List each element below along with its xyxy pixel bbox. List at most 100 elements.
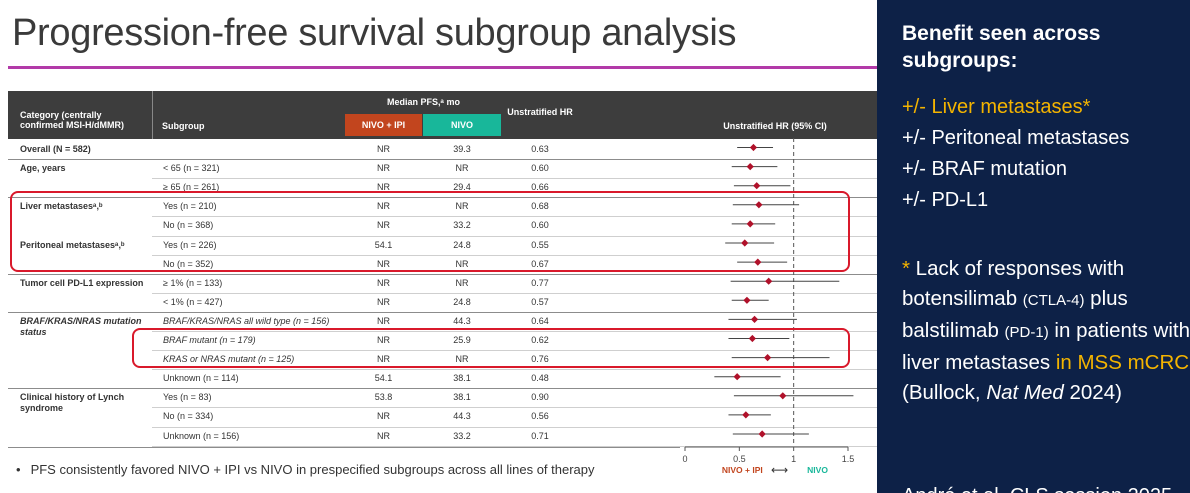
- row-nivo-ipi: 54.1: [374, 239, 393, 250]
- row-hr: 0.64: [531, 315, 549, 326]
- row-category: Clinical history of Lynch syndrome: [20, 392, 125, 414]
- row-nivo: 33.2: [453, 430, 471, 441]
- row-nivo-ipi: NR: [377, 354, 390, 365]
- row-divider: [152, 178, 877, 180]
- row-nivo: 44.3: [453, 411, 471, 422]
- row-divider: [8, 388, 877, 390]
- row-divider: [152, 407, 877, 409]
- panel-citation-cutoff: André et al. CLS session 2025: [902, 485, 1172, 493]
- row-divider: [8, 159, 877, 161]
- row-nivo: 44.3: [453, 315, 471, 326]
- favors-nivo-label: NIVO: [807, 465, 828, 475]
- header-nivo-ipi: NIVO + IPI: [345, 114, 422, 136]
- row-nivo-ipi: NR: [377, 411, 390, 422]
- slide: Progression-free survival subgroup analy…: [0, 0, 877, 493]
- row-nivo-ipi: NR: [377, 277, 390, 288]
- note-pd1: (PD-1): [1004, 324, 1049, 341]
- row-nivo: 29.4: [453, 182, 471, 193]
- row-divider: [8, 273, 877, 275]
- row-nivo: 24.8: [453, 239, 471, 250]
- row-nivo-ipi: NR: [377, 430, 390, 441]
- row-nivo-ipi: NR: [377, 258, 390, 269]
- row-nivo: 38.1: [453, 373, 471, 384]
- note-journal: Nat Med: [986, 381, 1064, 404]
- note-ctla4: (CTLA-4): [1022, 292, 1085, 309]
- side-panel: Benefit seen across subgroups: +/- Liver…: [877, 0, 1190, 493]
- note-text-7: (Bullock,: [902, 381, 987, 404]
- row-hr: 0.63: [531, 144, 549, 154]
- row-nivo: 39.3: [453, 144, 471, 154]
- row-nivo: 24.8: [453, 296, 471, 307]
- row-divider: [8, 311, 877, 313]
- panel-item-pdl1: +/- PD-L1: [902, 189, 989, 211]
- hr-marker: [765, 277, 773, 285]
- row-divider: [152, 331, 877, 332]
- row-subgroup: Unknown (n = 114): [163, 373, 239, 384]
- row-hr: 0.57: [531, 296, 549, 307]
- row-hr: 0.67: [531, 258, 549, 269]
- row-nivo: NR: [455, 277, 469, 288]
- row-nivo-ipi: NR: [377, 163, 390, 174]
- row-divider: [152, 216, 877, 218]
- hr-marker: [743, 296, 751, 304]
- hr-marker: [746, 220, 754, 228]
- table-header-divider: [152, 91, 153, 139]
- header-median-pfs: Median PFS,ᵃ mo: [387, 97, 460, 107]
- x-tick-label: 0.5: [733, 454, 746, 464]
- row-hr: 0.56: [531, 411, 549, 422]
- row-hr: 0.48: [531, 373, 549, 384]
- panel-item-braf: +/- BRAF mutation: [902, 158, 1068, 180]
- hr-marker: [748, 334, 756, 343]
- row-category: Age, years: [20, 163, 66, 174]
- row-divider: [152, 426, 877, 428]
- row-hr: 0.77: [531, 277, 549, 288]
- hr-marker: [742, 411, 750, 419]
- row-subgroup: Yes (n = 226): [163, 239, 217, 250]
- row-nivo-ipi: 54.1: [374, 373, 393, 384]
- row-hr: 0.71: [531, 430, 549, 441]
- row-divider: [152, 350, 877, 352]
- header-unstratified-hr: Unstratified HR: [507, 107, 573, 117]
- row-category: Tumor cell PD-L1 expression: [20, 277, 144, 288]
- forest-plot: 0 0.5 1 1.5 NIVO + IPI ⟷ NIVO: [682, 138, 854, 477]
- header-nivo: NIVO: [423, 114, 501, 136]
- note-text-5: in patients with liver metastases: [902, 319, 1190, 374]
- favors-arrow: ⟷: [771, 463, 788, 477]
- note-text-1: Lack of responses with botensilimab: [902, 257, 1125, 310]
- row-category: Overall (N = 582): [20, 144, 91, 154]
- footnote-bullet: •: [16, 462, 21, 477]
- row-category: Peritoneal metastasesᵃ,ᵇ: [20, 239, 125, 250]
- row-subgroup: No (n = 352): [163, 258, 214, 269]
- hr-marker: [741, 239, 749, 247]
- hr-marker: [779, 392, 787, 400]
- footnote-text: PFS consistently favored NIVO + IPI vs N…: [30, 462, 595, 477]
- note-mss: in MSS mCRC: [1055, 351, 1190, 374]
- x-tick-label: 1: [791, 454, 796, 464]
- row-subgroup: No (n = 334): [163, 411, 214, 422]
- hr-marker: [753, 182, 761, 190]
- row-subgroup: Unknown (n = 156): [163, 430, 240, 441]
- row-nivo: 25.9: [453, 335, 471, 345]
- row-hr: 0.60: [531, 220, 549, 231]
- row-nivo: NR: [455, 163, 469, 174]
- row-hr: 0.68: [531, 201, 549, 212]
- row-divider: [152, 369, 877, 371]
- row-nivo-ipi: NR: [377, 335, 390, 345]
- favors-nivo-ipi-label: NIVO + IPI: [722, 465, 763, 475]
- row-nivo: NR: [455, 258, 469, 269]
- row-nivo-ipi: NR: [377, 144, 390, 154]
- hr-marker: [750, 315, 759, 323]
- row-category: BRAF/KRAS/NRAS mutation status: [20, 315, 142, 337]
- hr-marker: [746, 163, 754, 171]
- row-divider: [152, 445, 877, 447]
- row-divider: [8, 197, 877, 199]
- row-hr: 0.60: [531, 163, 549, 174]
- row-divider: [152, 235, 877, 237]
- row-nivo: NR: [455, 354, 469, 365]
- row-nivo: NR: [455, 201, 469, 212]
- row-hr: 0.66: [531, 182, 549, 193]
- highlight-ras-raf: [132, 328, 850, 368]
- footnote: • PFS consistently favored NIVO + IPI vs …: [16, 462, 595, 477]
- row-subgroup: < 1% (n = 427): [163, 296, 223, 307]
- row-nivo-ipi: NR: [377, 201, 390, 212]
